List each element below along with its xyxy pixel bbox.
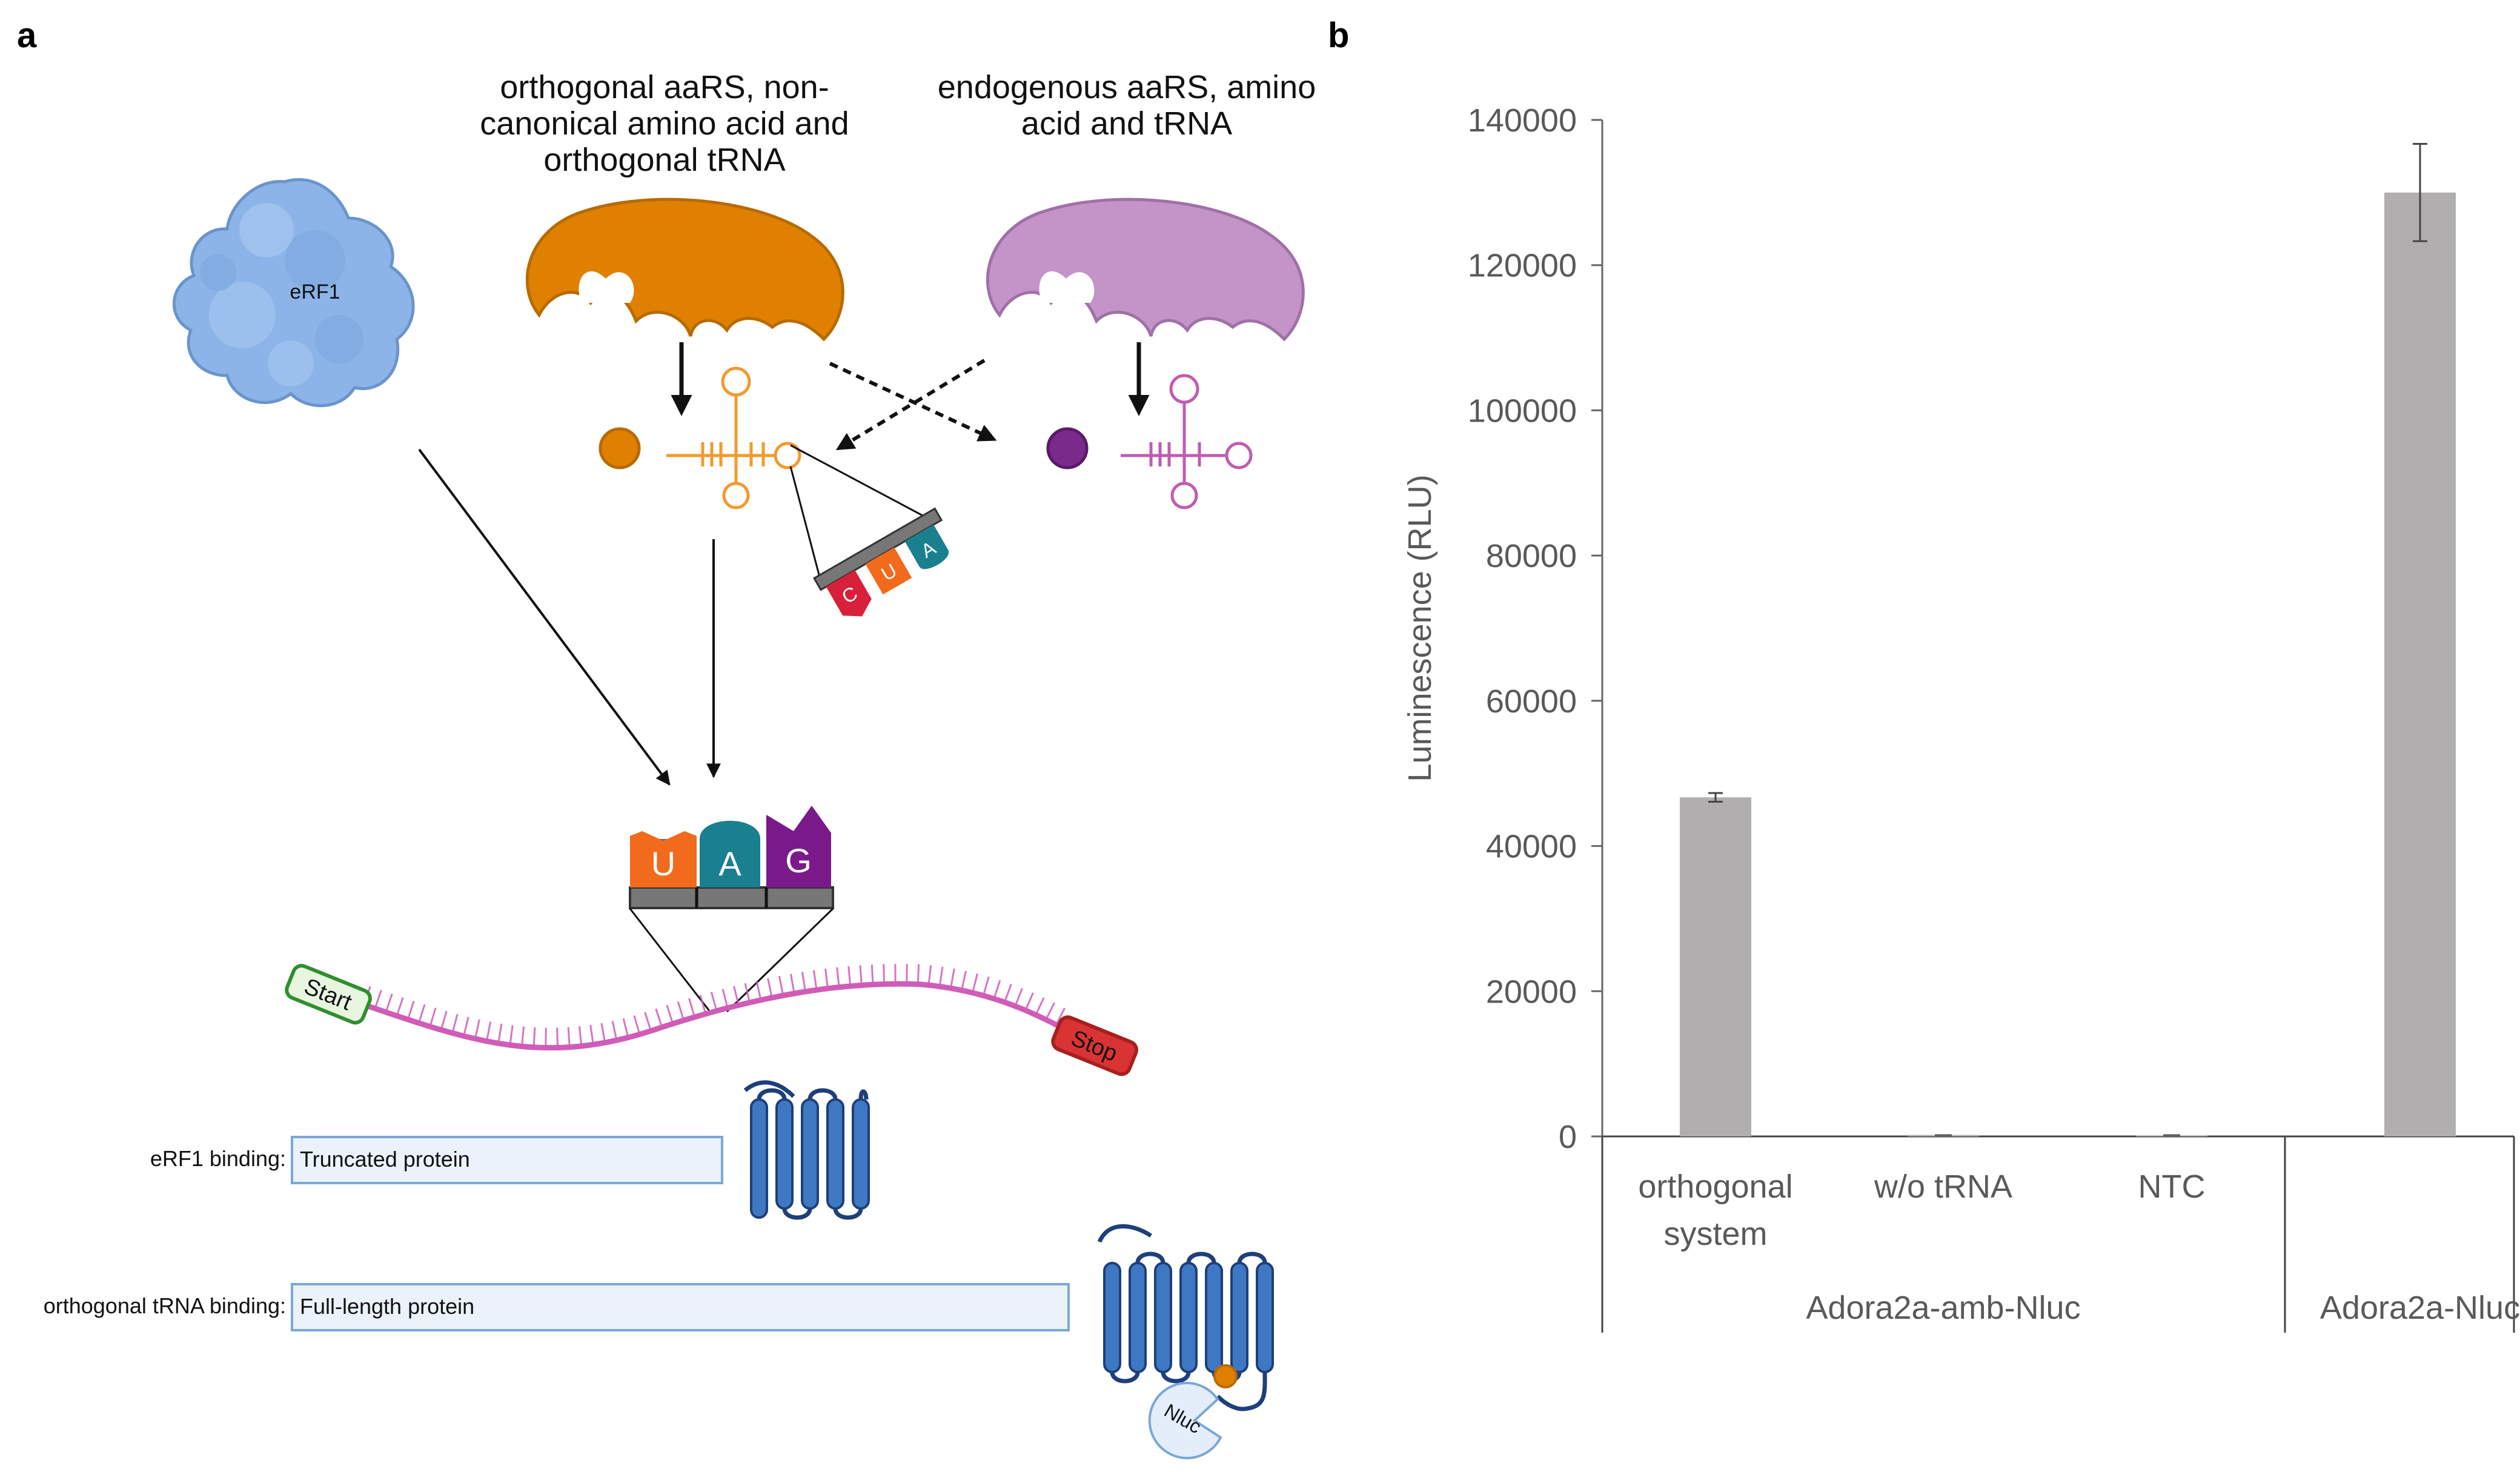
codon-g-label: G: [785, 841, 812, 880]
truncated-protein-label: Truncated protein: [300, 1147, 470, 1172]
codon: U A G: [629, 806, 834, 909]
anticodon-base-u: [865, 547, 912, 595]
orthogonal-trna-icon: [666, 366, 801, 509]
endogenous-trna-icon: [1121, 374, 1253, 509]
codon-a-label: A: [718, 844, 741, 883]
endogenous-header-line-1: endogenous aaRS, amino: [938, 69, 1316, 105]
erf1-protein-icon: eRF1: [173, 177, 415, 408]
erf1-label: eRF1: [290, 280, 340, 303]
y-tick-label: 100000: [1468, 393, 1577, 429]
codon-zoom-line-1: [629, 908, 711, 1012]
panel-a-label: a: [17, 16, 37, 55]
codon-base-a: [700, 821, 760, 887]
truncated-protein-icon: [743, 1080, 870, 1220]
y-tick-label: 0: [1559, 1119, 1577, 1155]
x-category-label: system: [1663, 1216, 1767, 1252]
endogenous-header-line-2: acid and tRNA: [1021, 105, 1232, 142]
y-tick-label: 140000: [1468, 102, 1577, 139]
cross-arrow-to-endogenous: [829, 362, 997, 442]
orthogonal-header-line-1: orthogonal aaRS, non-: [500, 69, 829, 105]
codon-zoom-line-2: [726, 907, 834, 1013]
nluc-icon: Nluc: [1148, 1381, 1222, 1459]
codon-base-g: [766, 806, 831, 887]
y-tick-label: 20000: [1486, 973, 1577, 1010]
fulllength-protein-label: Full-length protein: [300, 1294, 474, 1319]
fulllength-protein-bar: [291, 1283, 1070, 1331]
stop-tag: Stop: [1051, 1015, 1138, 1076]
y-tick-label: 60000: [1486, 683, 1577, 720]
x-category-label: orthogonal: [1638, 1169, 1792, 1205]
y-tick-label: 40000: [1486, 829, 1577, 865]
orthogonal-header-line-3: orthogonal tRNA: [543, 142, 785, 178]
x-category-label: w/o tRNA: [1874, 1169, 2012, 1205]
canonical-amino-acid-icon: [1046, 427, 1089, 469]
x-category-label: Adora2a-Nluc: [2320, 1290, 2520, 1326]
erf1-binding-label: eRF1 binding:: [150, 1146, 286, 1171]
orthogonal-aars-icon: [525, 197, 844, 342]
start-tag: Start: [285, 964, 372, 1025]
noncanonical-amino-acid-icon: [598, 427, 641, 469]
cross-arrow-to-orthogonal: [835, 359, 986, 451]
orthogonal-header-line-2: canonical amino acid and: [480, 105, 849, 142]
endogenous-aars-icon: [986, 197, 1305, 342]
anticodon-zoom-line-1: [790, 444, 933, 522]
noncanonical-amino-acid-incorporated-icon: [1213, 1364, 1238, 1388]
panel-b-label: b: [1328, 16, 1349, 55]
endogenous-aars-pocket: [1039, 271, 1095, 303]
bar-chart: 0 20000 40000 60000 80000 100000 120000 140000 L…: [1402, 102, 2520, 1333]
anticodon-zoom-line-2: [789, 466, 822, 582]
x-group-label: Adora2a-amb-Nluc: [1806, 1290, 2080, 1326]
panel-a: a orthogonal aaRS, non- canonical amino …: [17, 16, 1316, 1459]
bar-orthogonal-system: [1680, 797, 1751, 1136]
anticodon-base-a: [904, 525, 949, 569]
y-axis-title: Luminescence (RLU): [1402, 474, 1438, 781]
codon-base-u: [630, 831, 697, 887]
trna-binding-label: orthogonal tRNA binding:: [44, 1293, 286, 1318]
fulllength-protein-icon: [1097, 1224, 1274, 1411]
x-category-label: NTC: [2138, 1169, 2206, 1205]
truncated-protein-bar: [291, 1136, 723, 1184]
bar-adora2a-nluc: [2384, 192, 2456, 1136]
orthogonal-aars-pocket: [579, 271, 634, 303]
codon-backbone: [629, 886, 834, 909]
anticodon: C U A: [812, 507, 949, 617]
y-tick-label: 120000: [1468, 248, 1577, 284]
anticodon-base-c: [826, 570, 872, 617]
y-tick-label: 80000: [1486, 538, 1577, 574]
mrna: [363, 964, 1070, 1051]
panel-b: b 0 20000 40000 60000 80000 100000 120000 14000…: [1328, 16, 2520, 1333]
erf1-binding-arrow: [418, 448, 671, 786]
codon-u-label: U: [651, 844, 675, 883]
